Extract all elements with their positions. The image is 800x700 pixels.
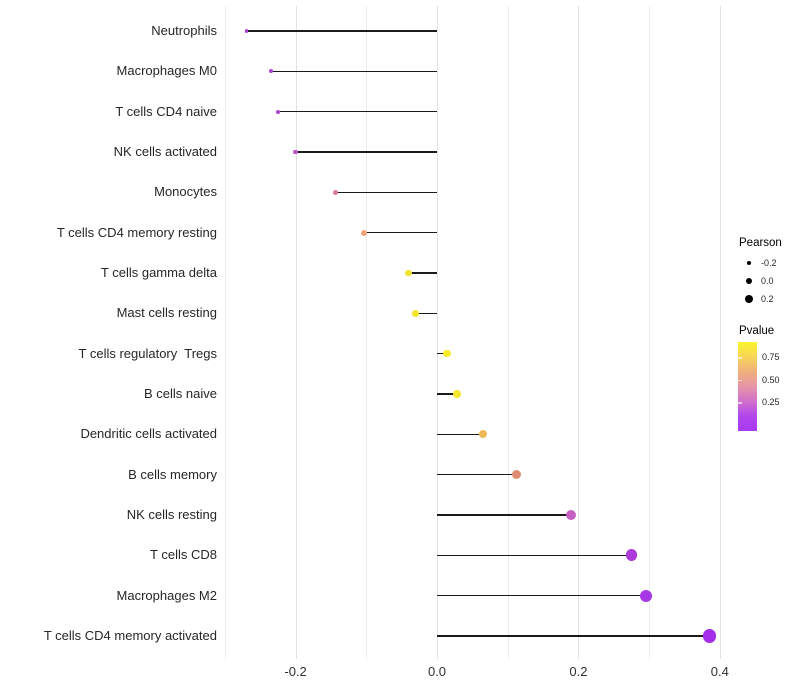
category-label: NK cells activated <box>113 143 217 159</box>
data-point <box>511 470 521 480</box>
gridline <box>366 6 368 659</box>
data-point <box>269 69 273 74</box>
lollipop-stem <box>277 111 437 113</box>
data-point <box>244 29 248 33</box>
lollipop-stem <box>335 191 437 193</box>
pearson-size-label: 0.0 <box>761 276 774 286</box>
category-label: Macrophages M0 <box>116 63 217 79</box>
data-point <box>443 349 451 358</box>
legend: Pearson -0.2 0.0 0.2 Pvalue 0.75 0.50 0.25 <box>736 0 800 700</box>
lollipop-stem <box>437 554 632 556</box>
data-point <box>702 629 716 643</box>
category-label: T cells CD8 <box>150 547 217 563</box>
category-label: Macrophages M2 <box>116 587 217 603</box>
pvalue-legend-title: Pvalue <box>739 325 775 337</box>
data-point <box>478 430 488 439</box>
data-point <box>566 509 577 521</box>
x-tick-label: 0.2 <box>569 664 588 679</box>
gridline <box>578 6 580 659</box>
gridline <box>719 6 721 659</box>
lollipop-stem <box>246 30 437 32</box>
category-label: Mast cells resting <box>116 305 217 321</box>
category-label: T cells CD4 memory activated <box>43 627 217 643</box>
lollipop-stem <box>415 312 437 314</box>
lollipop-stem <box>437 594 646 597</box>
lollipop-stem <box>408 272 437 274</box>
pvalue-gradient-bar <box>738 342 757 431</box>
lollipop-stem <box>295 151 437 153</box>
data-point <box>333 189 339 195</box>
lollipop-stem <box>437 473 517 476</box>
pearson-legend-title: Pearson <box>739 237 782 249</box>
data-point <box>411 309 419 317</box>
lollipop-stem <box>437 352 447 355</box>
pvalue-bar-tick <box>738 357 742 359</box>
gridline <box>437 6 438 659</box>
category-label: Monocytes <box>154 184 217 200</box>
category-label: B cells naive <box>144 385 217 401</box>
pearson-size-dot <box>744 294 754 304</box>
category-label: T cells gamma delta <box>100 264 217 280</box>
data-point <box>452 390 461 398</box>
category-label: NK cells resting <box>126 506 217 522</box>
pvalue-bar-tick <box>738 402 742 404</box>
lollipop-stem <box>437 635 710 637</box>
category-label: T cells CD4 naive <box>115 103 217 119</box>
data-point <box>405 269 413 277</box>
gridline <box>507 6 509 659</box>
category-label: Dendritic cells activated <box>80 426 217 442</box>
pvalue-tick-label: 0.75 <box>762 352 780 362</box>
x-tick-label: 0.4 <box>710 664 729 679</box>
data-point <box>293 149 298 155</box>
category-label: T cells regulatory Tregs <box>78 345 217 361</box>
gridline <box>649 6 651 659</box>
x-tick-label: 0.0 <box>427 664 447 679</box>
x-tick-label: -0.2 <box>284 664 307 679</box>
data-point <box>361 229 368 236</box>
lollipop-stem <box>437 393 457 395</box>
category-label: B cells memory <box>128 466 217 482</box>
pearson-size-label: 0.2 <box>761 294 774 304</box>
pvalue-tick-label: 0.50 <box>762 374 780 385</box>
gridline <box>295 6 297 659</box>
pearson-size-dot <box>745 277 753 285</box>
data-point <box>639 589 652 602</box>
pearson-size-label: -0.2 <box>761 258 777 268</box>
pvalue-tick-label: 0.25 <box>762 397 780 407</box>
pearson-size-dot <box>746 260 752 266</box>
category-label: T cells CD4 memory resting <box>56 224 217 240</box>
lollipop-stem <box>270 70 437 72</box>
lollipop-stem <box>437 433 483 435</box>
pvalue-bar-tick <box>738 379 742 381</box>
lollipop-stem <box>437 514 572 516</box>
lollipop-stem <box>364 232 437 234</box>
category-label: Neutrophils <box>151 23 217 38</box>
gridline <box>224 6 226 659</box>
data-point <box>275 109 280 114</box>
data-point <box>625 549 638 562</box>
